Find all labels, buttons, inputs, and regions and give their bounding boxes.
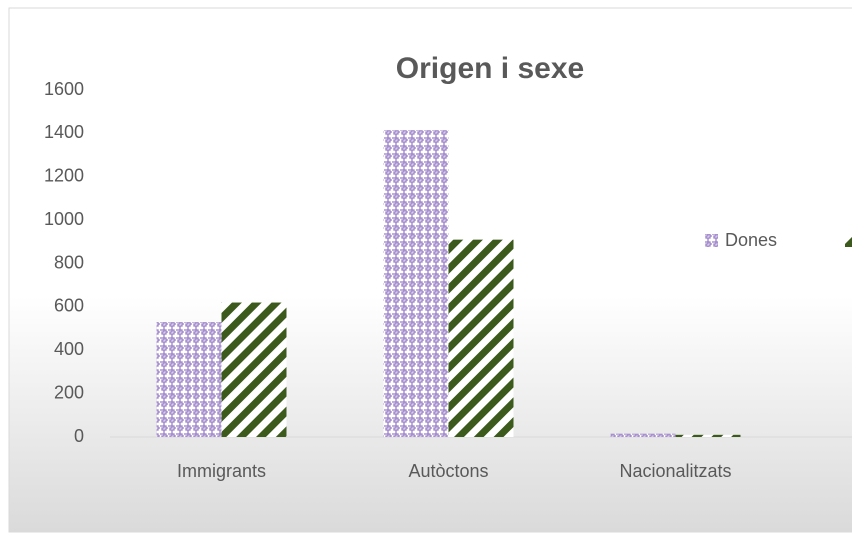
chart-title: Origen i sexe xyxy=(396,52,584,85)
bar xyxy=(610,433,676,437)
x-tick-label: Autòctons xyxy=(408,461,488,481)
bar xyxy=(448,239,514,437)
y-tick-label: 800 xyxy=(54,252,84,272)
legend-marker xyxy=(845,234,852,247)
y-tick-label: 0 xyxy=(74,426,84,446)
bar xyxy=(156,322,222,437)
y-tick-label: 600 xyxy=(54,296,84,316)
bar xyxy=(383,130,449,437)
x-tick-label: Immigrants xyxy=(177,461,266,481)
y-tick-label: 1200 xyxy=(44,166,84,186)
legend-marker xyxy=(705,234,718,247)
y-tick-label: 1600 xyxy=(44,79,84,99)
y-tick-label: 1400 xyxy=(44,122,84,142)
x-tick-label: Nacionalitzats xyxy=(619,461,731,481)
y-tick-label: 400 xyxy=(54,339,84,359)
bar xyxy=(221,302,287,437)
y-tick-label: 200 xyxy=(54,382,84,402)
legend-label: Dones xyxy=(725,230,777,250)
y-tick-label: 1000 xyxy=(44,209,84,229)
bar xyxy=(675,434,741,437)
